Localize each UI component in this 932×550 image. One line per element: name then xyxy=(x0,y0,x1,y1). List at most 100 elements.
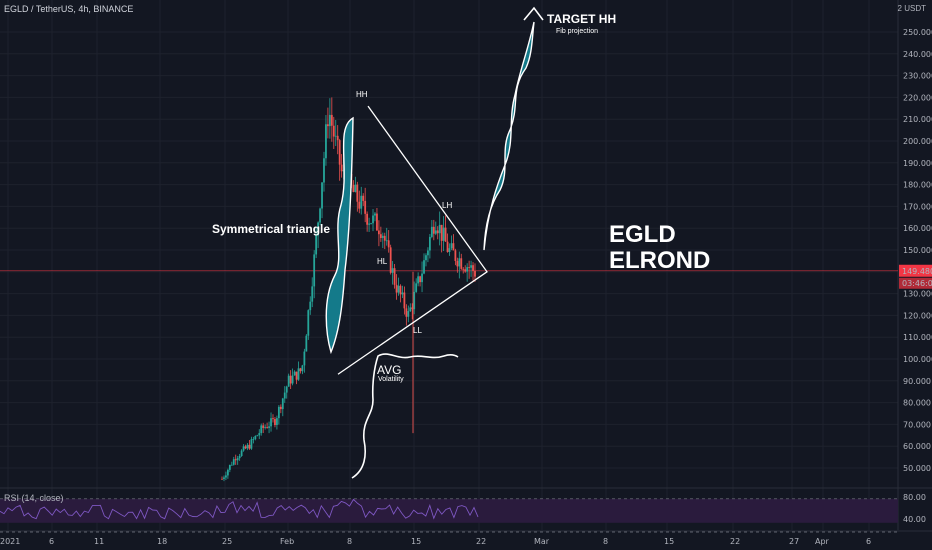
candle-body xyxy=(319,208,321,223)
candle-body xyxy=(389,247,392,273)
currency-label[interactable]: 2 USDT xyxy=(897,4,926,13)
candle-body xyxy=(226,469,229,476)
time-tick-label: 8 xyxy=(603,537,608,546)
candle-body xyxy=(264,427,267,428)
time-tick-label: 18 xyxy=(157,537,167,546)
time-tick-label: 22 xyxy=(730,537,740,546)
candle-body xyxy=(391,268,394,273)
candle-body xyxy=(454,250,457,261)
price-tick-label: 150.000 xyxy=(903,246,932,255)
time-tick-label: 15 xyxy=(411,537,421,546)
candle-body xyxy=(223,477,225,479)
candle-body xyxy=(258,433,261,436)
price-tick-label: 70.000 xyxy=(903,420,931,429)
ll-label: LL xyxy=(413,326,422,335)
price-tick-label: 90.000 xyxy=(903,377,931,386)
candle-body xyxy=(307,310,310,336)
candle-body xyxy=(428,236,431,251)
candle-body xyxy=(230,464,233,466)
candle-body xyxy=(260,425,263,434)
candle-body xyxy=(305,335,308,352)
candle-body xyxy=(225,475,227,478)
price-tick-label: 120.000 xyxy=(903,311,932,320)
candle-body xyxy=(374,213,376,216)
candle-body xyxy=(474,270,476,277)
candle-body xyxy=(293,371,296,376)
candle-body xyxy=(254,436,257,440)
candle-body xyxy=(266,427,269,428)
candle-body xyxy=(321,182,323,209)
candle-body xyxy=(334,135,337,137)
candle-body xyxy=(415,283,418,292)
candle-body xyxy=(376,213,378,231)
price-tick-label: 100.000 xyxy=(903,355,932,364)
time-tick-label: 6 xyxy=(49,537,54,546)
candle-body xyxy=(323,158,325,183)
time-tick-label: 25 xyxy=(222,537,232,546)
candle-body xyxy=(427,250,429,256)
candle-body xyxy=(325,124,327,159)
candle-body xyxy=(397,285,400,293)
candle-body xyxy=(285,386,288,393)
candle-body xyxy=(256,435,259,437)
candle-body xyxy=(434,230,437,234)
symbol-title: EGLD / TetherUS, 4h, BINANCE xyxy=(4,4,134,14)
price-tick-label: 250.000 xyxy=(903,28,932,37)
candle-body xyxy=(268,426,270,428)
time-tick-label: Apr xyxy=(815,537,830,546)
candle-body xyxy=(313,254,316,287)
candle-body xyxy=(372,215,374,224)
price-tick-label: 80.000 xyxy=(903,399,931,408)
rsi-axis-label: 40.00 xyxy=(903,515,926,524)
time-tick-label: 8 xyxy=(347,537,352,546)
candle-body xyxy=(332,125,335,137)
symmetrical-triangle-lines xyxy=(337,105,488,375)
candle-body xyxy=(468,267,471,268)
candle-body xyxy=(423,260,425,274)
candle-body xyxy=(409,307,412,312)
candle-body xyxy=(464,269,467,272)
price-tick-label: 170.000 xyxy=(903,202,932,211)
candle-body xyxy=(232,459,235,465)
candle-body xyxy=(405,308,408,317)
lh-label: LH xyxy=(442,201,452,210)
candle-body xyxy=(228,464,231,470)
candle-body xyxy=(383,235,386,241)
candle-body xyxy=(430,226,433,237)
candle-body xyxy=(289,375,292,384)
candle-body xyxy=(272,418,274,420)
candle-body xyxy=(432,226,435,234)
candle-body xyxy=(295,371,298,380)
candle-body xyxy=(244,446,247,449)
price-tick-label: 240.000 xyxy=(903,50,932,59)
candle-body xyxy=(366,213,369,225)
time-tick-label: 11 xyxy=(94,537,104,546)
candle-body xyxy=(421,273,423,283)
rsi-indicator-label[interactable]: RSI (14, close) xyxy=(4,493,64,503)
price-tick-label: 180.000 xyxy=(903,181,932,190)
rsi-axis-label: 80.00 xyxy=(903,493,926,502)
candle-body xyxy=(340,164,343,172)
candle-body xyxy=(436,230,439,234)
candle-body xyxy=(279,406,282,410)
rsi-line xyxy=(0,498,479,520)
candle-body xyxy=(328,114,331,127)
candle-body xyxy=(362,195,365,201)
price-tag-timer: 03:46:04 xyxy=(902,279,932,288)
candle-body xyxy=(379,234,382,238)
candle-body xyxy=(283,392,286,399)
symmetrical-triangle-label: Symmetrical triangle xyxy=(212,222,330,236)
candle-body xyxy=(393,268,396,285)
candle-body xyxy=(452,243,455,251)
candle-body xyxy=(274,419,276,426)
candle-body xyxy=(403,292,406,309)
candle-body xyxy=(442,227,445,241)
candle-body xyxy=(360,195,363,209)
candle-body xyxy=(287,375,290,387)
candle-body xyxy=(425,255,427,261)
price-tick-label: 130.000 xyxy=(903,290,932,299)
price-tag-bg xyxy=(899,264,932,277)
candle-body xyxy=(338,140,341,165)
